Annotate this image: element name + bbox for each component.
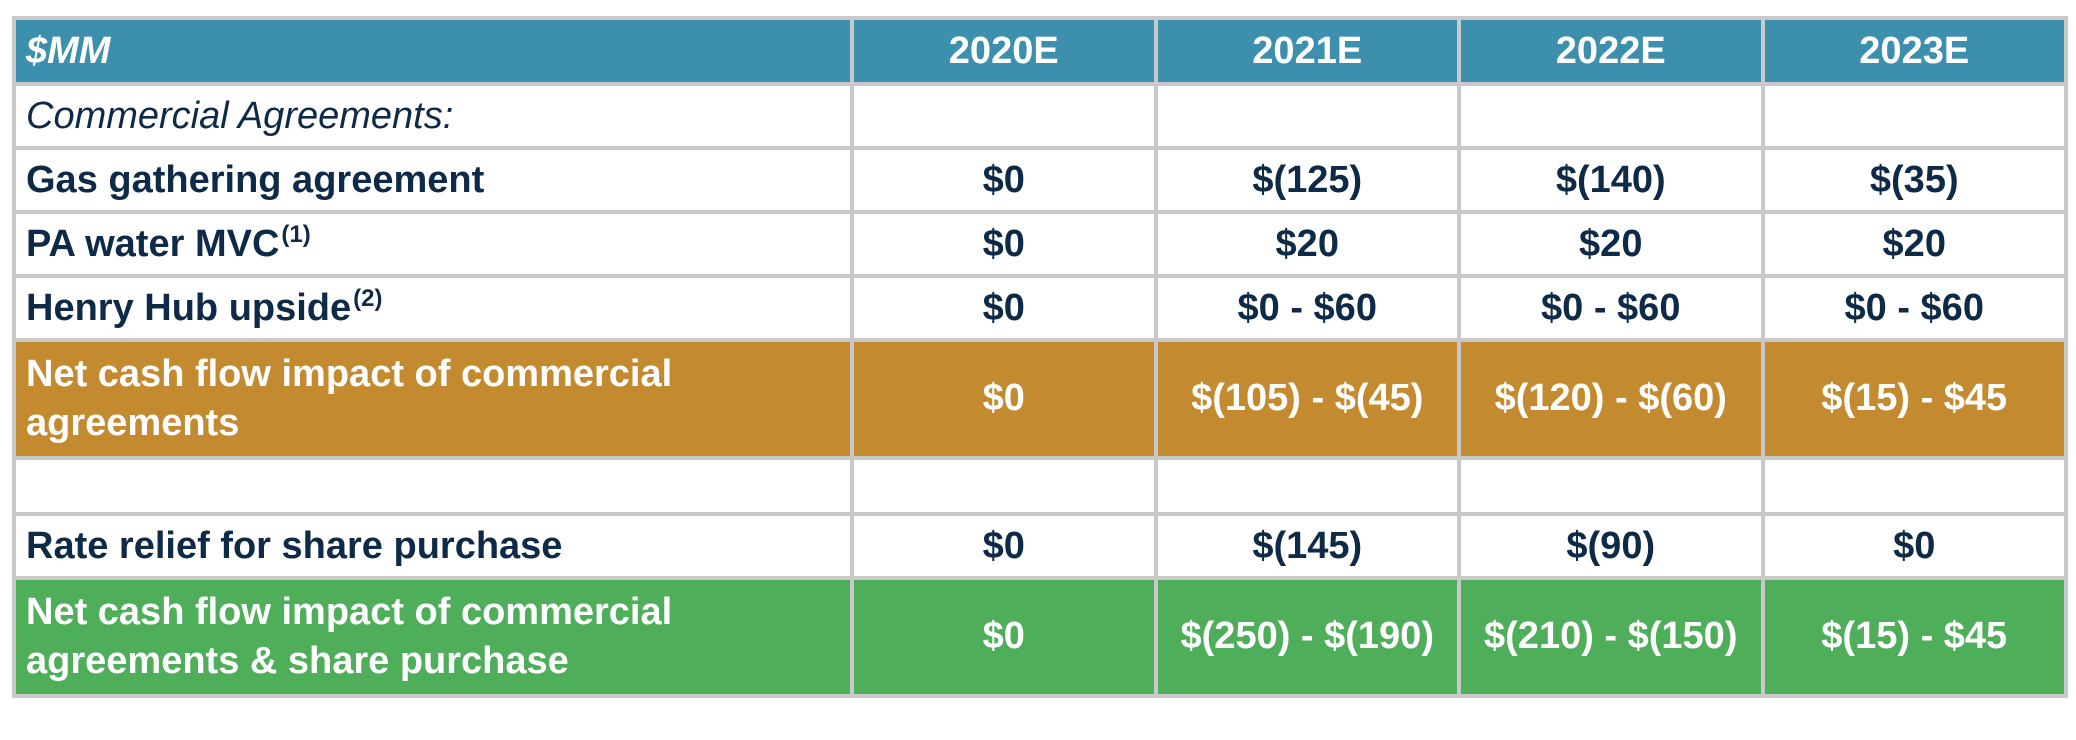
header-year-2022e: 2022E bbox=[1457, 16, 1765, 86]
row-henry-hub-upside: Henry Hub upside(2) $0 $0 - $60 $0 - $60… bbox=[12, 274, 2068, 342]
row-label-text: Rate relief for share purchase bbox=[26, 524, 563, 567]
cell-2020e: $0 bbox=[850, 274, 1158, 342]
footnote-marker-2: (2) bbox=[353, 284, 383, 312]
cell-2020e: $0 bbox=[850, 576, 1158, 698]
cell-2022e bbox=[1457, 82, 1765, 150]
cash-flow-impact-table: $MM 2020E 2021E 2022E 2023E Commercial A… bbox=[12, 16, 2068, 698]
section-row-commercial-agreements: Commercial Agreements: bbox=[12, 82, 2068, 150]
cell-2022e bbox=[1457, 456, 1765, 516]
cell-2023e: $(15) - $45 bbox=[1760, 338, 2068, 460]
row-gas-gathering-agreement: Gas gathering agreement $0 $(125) $(140)… bbox=[12, 146, 2068, 214]
cell-2022e: $(140) bbox=[1457, 146, 1765, 214]
cell-2023e: $(15) - $45 bbox=[1760, 576, 2068, 698]
row-label: Henry Hub upside(2) bbox=[12, 274, 854, 342]
cell-2021e: $(125) bbox=[1153, 146, 1461, 214]
cell-2022e: $20 bbox=[1457, 210, 1765, 278]
row-label: Net cash flow impact of commercial agreem… bbox=[12, 576, 854, 698]
row-pa-water-mvc: PA water MVC(1) $0 $20 $20 $20 bbox=[12, 210, 2068, 278]
row-label-line-1: Net cash flow impact of commercial bbox=[26, 590, 673, 633]
subtotal-row-commercial-agreements: Net cash flow impact of commercial agreem… bbox=[12, 338, 2068, 460]
cell-2020e: $0 bbox=[850, 210, 1158, 278]
header-units-label: $MM bbox=[12, 16, 854, 86]
row-rate-relief-share-purchase: Rate relief for share purchase $0 $(145)… bbox=[12, 512, 2068, 580]
row-label-line-2: agreements bbox=[26, 402, 240, 444]
cell-2021e bbox=[1153, 82, 1461, 150]
row-label: Gas gathering agreement bbox=[12, 146, 854, 214]
row-label-text: PA water MVC bbox=[26, 222, 280, 265]
cell-2021e: $(250) - $(190) bbox=[1153, 576, 1461, 698]
cell-2023e: $(35) bbox=[1760, 146, 2068, 214]
cell-2021e: $(105) - $(45) bbox=[1153, 338, 1461, 460]
cell-2020e: $0 bbox=[850, 146, 1158, 214]
cell-2020e bbox=[850, 456, 1158, 516]
footnote-marker-1: (1) bbox=[281, 220, 311, 248]
header-year-2021e: 2021E bbox=[1153, 16, 1461, 86]
cell-2023e: $0 - $60 bbox=[1760, 274, 2068, 342]
cell-2023e: $20 bbox=[1760, 210, 2068, 278]
cell-2023e bbox=[1760, 456, 2068, 516]
cell-2021e: $20 bbox=[1153, 210, 1461, 278]
cell-2022e: $(120) - $(60) bbox=[1457, 338, 1765, 460]
header-year-2020e: 2020E bbox=[850, 16, 1158, 86]
row-label bbox=[12, 456, 854, 516]
spacer-row bbox=[12, 456, 2068, 516]
cell-2022e: $(90) bbox=[1457, 512, 1765, 580]
row-label: Commercial Agreements: bbox=[12, 82, 854, 150]
cell-2020e bbox=[850, 82, 1158, 150]
header-year-2023e: 2023E bbox=[1760, 16, 2068, 86]
cell-2023e bbox=[1760, 82, 2068, 150]
cell-2020e: $0 bbox=[850, 512, 1158, 580]
total-row-net-cash-flow: Net cash flow impact of commercial agreem… bbox=[12, 576, 2068, 698]
row-label-line-2: agreements & share purchase bbox=[26, 640, 569, 682]
cell-2023e: $0 bbox=[1760, 512, 2068, 580]
cell-2022e: $0 - $60 bbox=[1457, 274, 1765, 342]
cell-2021e bbox=[1153, 456, 1461, 516]
cell-2021e: $(145) bbox=[1153, 512, 1461, 580]
row-label-line-1: Net cash flow impact of commercial bbox=[26, 352, 673, 395]
row-label: PA water MVC(1) bbox=[12, 210, 854, 278]
cell-2021e: $0 - $60 bbox=[1153, 274, 1461, 342]
row-label-text: Henry Hub upside bbox=[26, 286, 352, 329]
row-label: Net cash flow impact of commercial agreem… bbox=[12, 338, 854, 460]
cell-2020e: $0 bbox=[850, 338, 1158, 460]
cash-flow-table-container: $MM 2020E 2021E 2022E 2023E Commercial A… bbox=[12, 16, 2068, 732]
row-label: Rate relief for share purchase bbox=[12, 512, 854, 580]
header-row: $MM 2020E 2021E 2022E 2023E bbox=[12, 16, 2068, 86]
cell-2022e: $(210) - $(150) bbox=[1457, 576, 1765, 698]
row-label-text: Gas gathering agreement bbox=[26, 158, 485, 201]
